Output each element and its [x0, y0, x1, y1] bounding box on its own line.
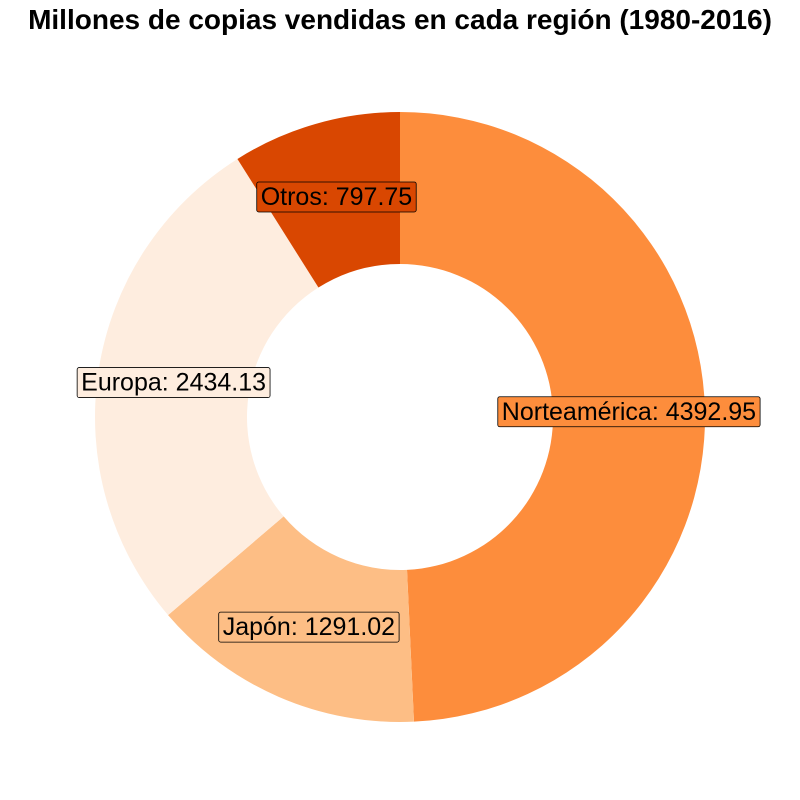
slice-label-otros: Otros: 797.75 [256, 181, 417, 213]
slice-label-text: Europa: 2434.13 [81, 369, 266, 397]
slice-label-box [256, 181, 417, 213]
labels-layer: Norteamérica: 4392.95 Japón: 1291.02 Europ… [76, 181, 761, 643]
slice-label-europa: Europa: 2434.13 [76, 367, 271, 398]
slice-label-box [218, 611, 400, 643]
slice-label-text: Norteamérica: 4392.95 [502, 398, 756, 426]
slice-label-text: Japón: 1291.02 [223, 613, 395, 641]
slice-label-japon: Japón: 1291.02 [218, 611, 400, 643]
chart-title: Millones de copias vendidas en cada regi… [28, 4, 772, 35]
slice-label-box [497, 396, 761, 428]
slice-label-norteamerica: Norteamérica: 4392.95 [497, 396, 761, 428]
slice-label-box [76, 367, 271, 398]
slice-norteamerica [400, 112, 705, 722]
slice-label-text: Otros: 797.75 [261, 183, 412, 211]
